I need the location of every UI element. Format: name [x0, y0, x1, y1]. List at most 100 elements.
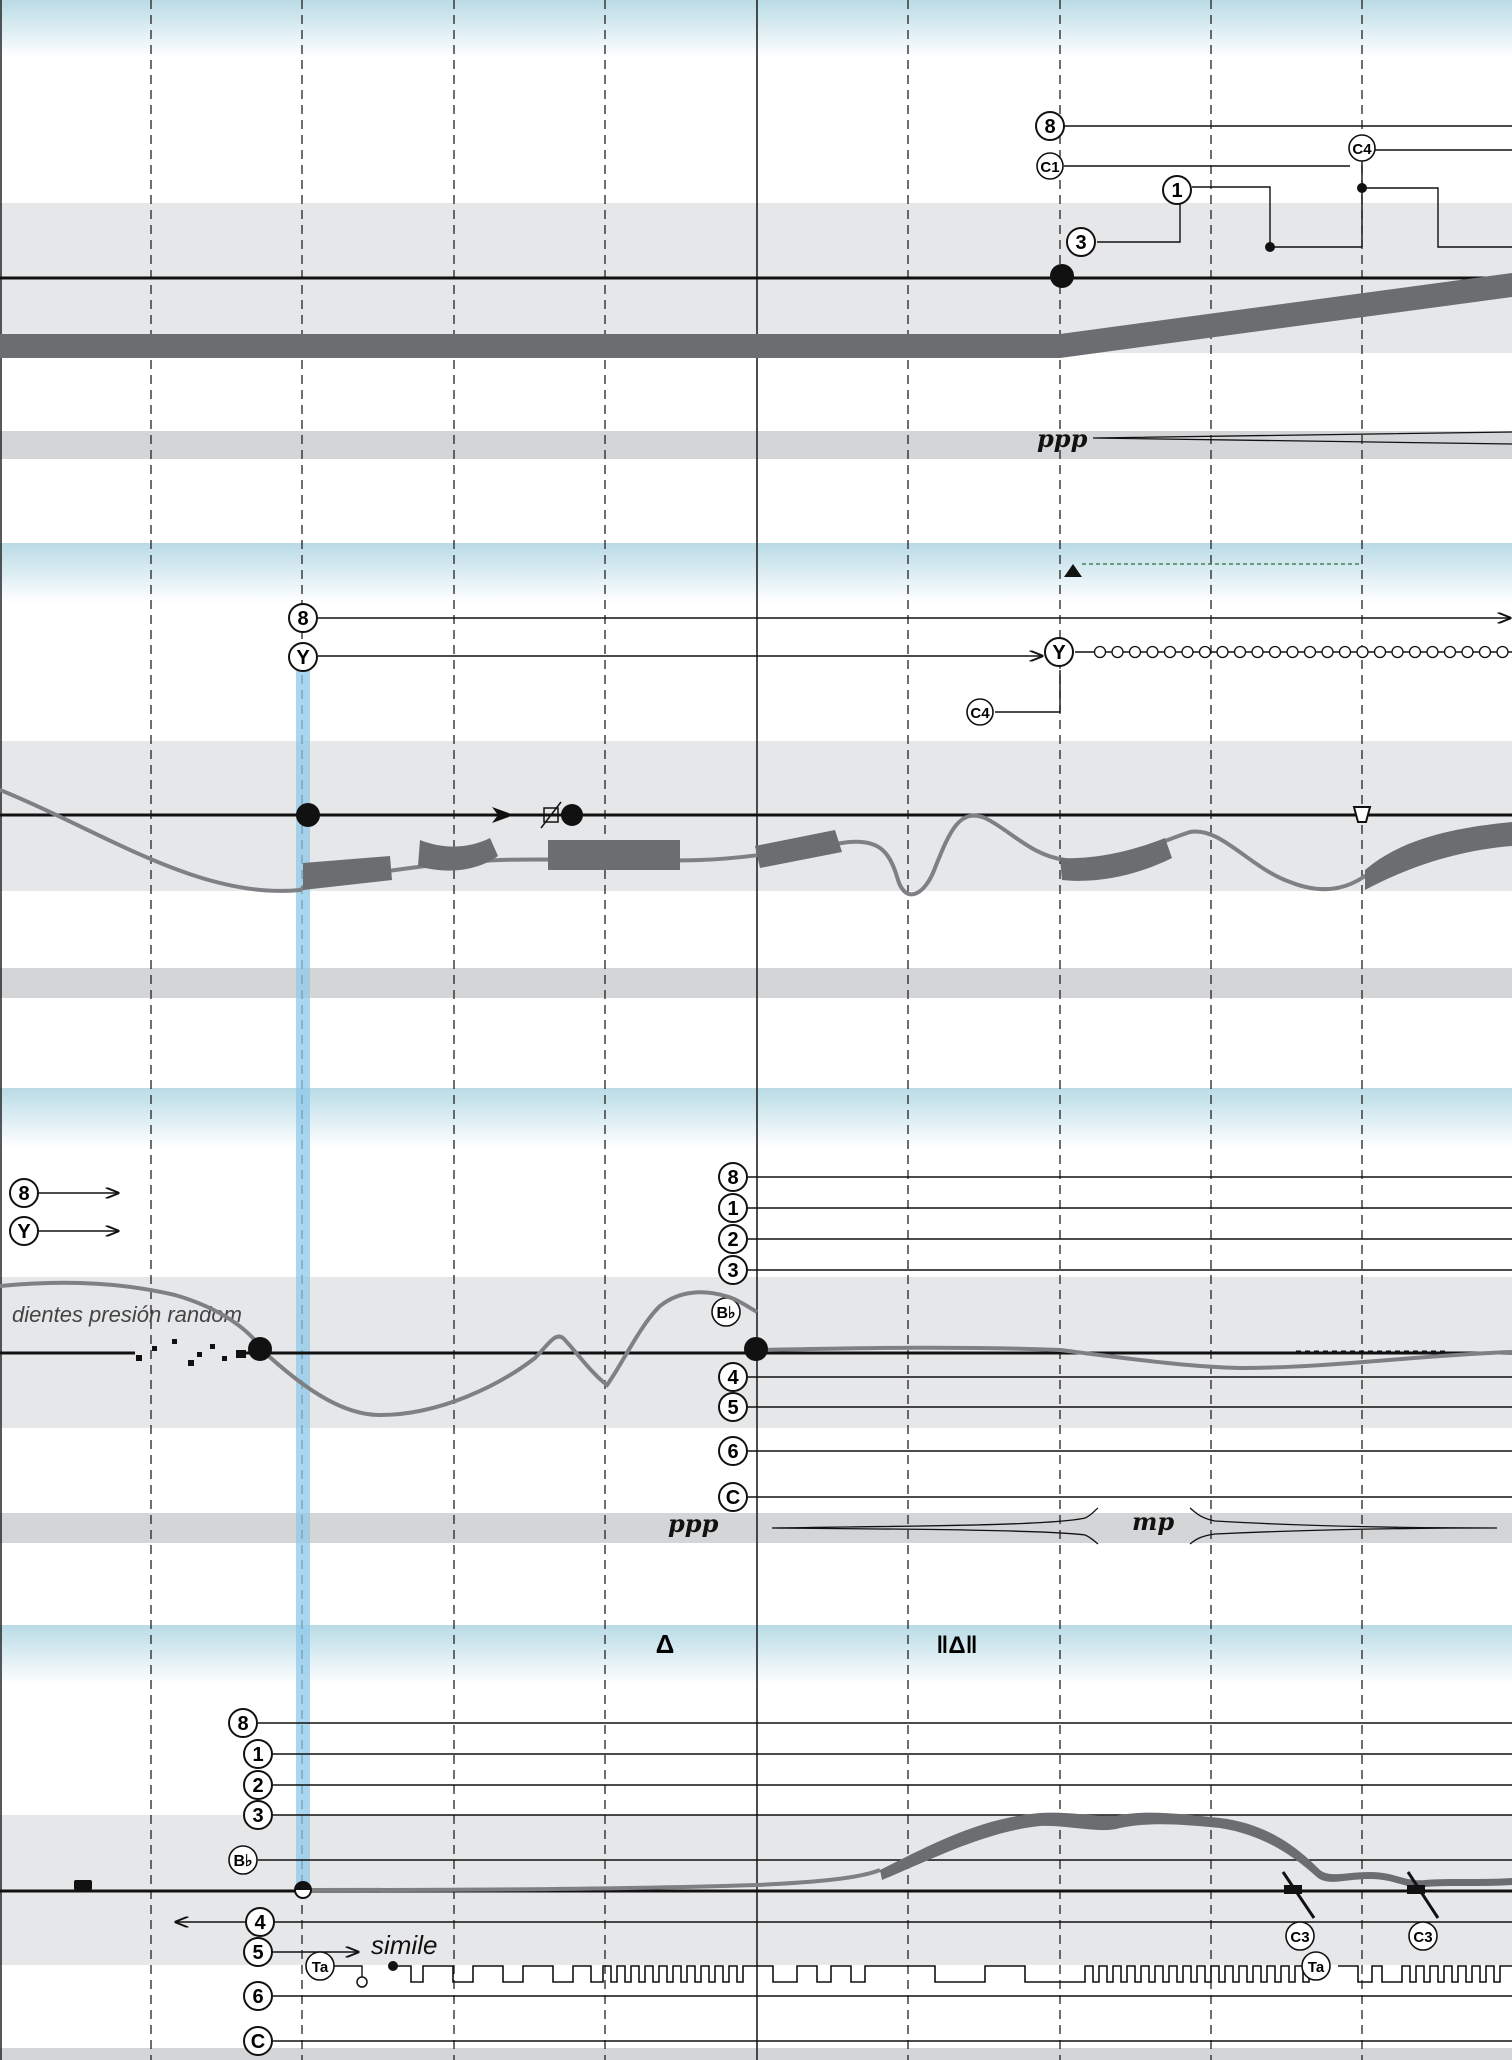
trill-circles [1093, 645, 1509, 659]
trill-circle [1093, 645, 1107, 659]
system-3-top-gradient [0, 1088, 1512, 1148]
key-circle-3: 3 [718, 1255, 748, 1285]
system-2-dynamics-band [0, 968, 1512, 998]
thick-segment [548, 840, 680, 870]
key-circle-6: 6 [718, 1436, 748, 1466]
key-circle-c: C [718, 1482, 748, 1512]
trill-circle [1373, 645, 1387, 659]
svg-text:8: 8 [297, 608, 308, 630]
svg-text:C4: C4 [970, 705, 990, 722]
key-circle-3: 3 [1066, 227, 1096, 257]
svg-text:6: 6 [252, 1986, 263, 2008]
trill-circle [1286, 645, 1299, 659]
staccato-mark [1281, 1871, 1316, 1919]
system-2-top-gradient [0, 543, 1512, 603]
svg-text:C: C [251, 2031, 265, 2053]
key-circle-6: 6 [243, 1981, 273, 2011]
key-circle-c1: C1 [1036, 152, 1064, 180]
key-circle-c3: C3 [1408, 1921, 1438, 1951]
trill-circle [1478, 645, 1492, 659]
trill-circle [1496, 645, 1509, 659]
pressure-curve-thin [302, 1868, 881, 1892]
trill-circle [1233, 645, 1247, 659]
repeat-accent-symbol: ‖Δ‖ [936, 1632, 977, 1659]
key-circle-4: 4 [718, 1362, 748, 1392]
svg-text:8: 8 [18, 1183, 29, 1205]
highlight-strip [296, 660, 310, 1890]
svg-text:8: 8 [727, 1167, 738, 1189]
system-4-bottom-band [0, 2048, 1512, 2060]
svg-text:5: 5 [727, 1397, 738, 1419]
system-2: 8 Y Y C4 [0, 563, 1512, 897]
trill-circle [1163, 645, 1177, 659]
thick-segment [1365, 822, 1512, 890]
rest-mark [74, 1880, 92, 1890]
key-line [995, 670, 1061, 713]
trill-circle [1268, 645, 1282, 659]
trill-circle [1338, 645, 1352, 659]
junction-dot [1357, 183, 1367, 193]
svg-text:8: 8 [1044, 116, 1055, 138]
svg-text:C4: C4 [1352, 141, 1372, 158]
system-4-top-gradient [0, 1625, 1512, 1685]
wave-start-circle [356, 1976, 368, 1988]
trill-circle [1146, 645, 1159, 659]
system-4: Δ ‖Δ‖ 8 1 2 3 [0, 1629, 1512, 2056]
svg-text:C3: C3 [1413, 1929, 1432, 1946]
triangle-marker [1064, 564, 1082, 577]
key-circle-1: 1 [243, 1739, 273, 1769]
trill-circle [1461, 645, 1474, 659]
trill-circle [1181, 645, 1194, 659]
system-1: 8 C1 1 3 C4 ppp [0, 111, 1512, 453]
cup-icon [1352, 806, 1372, 823]
junction-dot [1265, 242, 1275, 252]
trill-circle [1321, 645, 1334, 659]
svg-text:1: 1 [727, 1198, 738, 1220]
thick-pressure-band [0, 273, 1512, 358]
svg-text:3: 3 [252, 1805, 263, 1827]
key-circle-ta: Ta [1301, 1951, 1331, 1981]
key-line [1192, 186, 1362, 248]
crescendo-hairpin [771, 1507, 1099, 1545]
half-filled-circle-icon [294, 1881, 312, 1899]
key-circle-c4: C4 [1348, 134, 1376, 162]
trill-circle [1391, 645, 1404, 659]
svg-text:B♭: B♭ [716, 1305, 735, 1322]
random-pressure-dots [136, 1339, 246, 1366]
key-circle-y: Y [9, 1216, 39, 1246]
svg-text:Ta: Ta [1308, 1959, 1325, 1976]
event-dot [1050, 264, 1074, 288]
dynamic-marking-ppp: ppp [668, 1509, 719, 1538]
key-circle-8: 8 [718, 1162, 748, 1192]
pressure-curve-thick [880, 1812, 1512, 1888]
simile-annotation: simile [371, 1930, 437, 1960]
trill-circle [1216, 645, 1229, 659]
key-circle-c3: C3 [1285, 1921, 1315, 1951]
key-circle-8: 8 [228, 1708, 258, 1738]
key-circle-bflat: B♭ [228, 1845, 258, 1875]
event-dot [744, 1337, 768, 1361]
thick-segment [755, 830, 842, 868]
crescendo-hairpin [1092, 431, 1512, 445]
key-circle-4: 4 [245, 1907, 275, 1937]
svg-text:Y: Y [296, 647, 310, 669]
svg-text:2: 2 [252, 1775, 263, 1797]
slashed-circle-icon [540, 801, 562, 829]
system-3-dynamics-band [0, 1513, 1512, 1543]
square-wave [393, 1965, 1512, 1983]
svg-text:1: 1 [252, 1744, 263, 1766]
key-circle-y: Y [1044, 637, 1074, 667]
svg-text:3: 3 [1075, 232, 1086, 254]
svg-text:5: 5 [252, 1942, 263, 1964]
key-circle-5: 5 [243, 1937, 273, 1967]
key-lines-right [748, 1176, 1512, 1498]
key-circle-2: 2 [243, 1770, 273, 1800]
svg-text:C1: C1 [1040, 159, 1059, 176]
wave-connector [334, 1965, 363, 1977]
system-3: 8 Y 8 1 2 3 [0, 1162, 1512, 1545]
trill-circle [1128, 645, 1142, 659]
key-circle-8: 8 [9, 1178, 39, 1208]
svg-text:2: 2 [727, 1229, 738, 1251]
svg-text:Y: Y [1052, 642, 1066, 664]
staccato-mark [1406, 1871, 1440, 1919]
